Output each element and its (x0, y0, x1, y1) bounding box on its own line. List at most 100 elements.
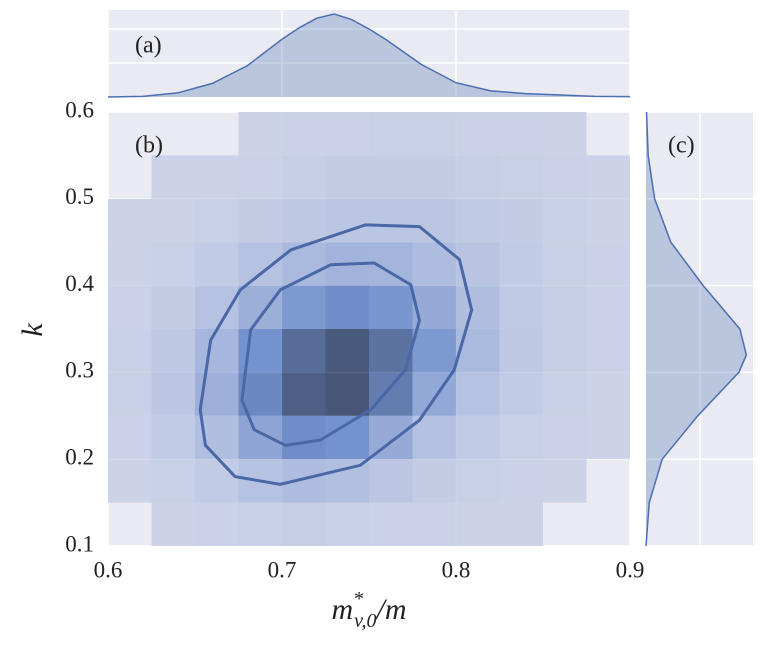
y-tick-label: 0.5 (65, 184, 94, 209)
heatmap-cell (325, 155, 369, 199)
heatmap-cell (543, 415, 587, 460)
heatmap-cell (369, 112, 413, 156)
kde-line (107, 13, 631, 98)
kde-line (645, 111, 748, 547)
heatmap-cell (282, 198, 326, 243)
heatmap-cell (195, 329, 239, 373)
heatmap-cell (412, 415, 456, 460)
heatmap-cell (412, 502, 456, 546)
heatmap-cell (412, 329, 456, 373)
x-label-part: m (331, 593, 353, 626)
heatmap-cell (151, 285, 195, 329)
heatmap-cell (456, 415, 500, 460)
heatmap-cell (412, 112, 456, 156)
heatmap-cell (412, 459, 456, 503)
heatmap-cell (369, 459, 413, 503)
heatmap-cell (499, 415, 543, 460)
y-tick-label: 0.1 (65, 531, 94, 556)
heatmap-cell (586, 242, 630, 286)
heatmap-cell (238, 502, 282, 546)
heatmap-cell (456, 459, 500, 503)
heatmap-cell (456, 329, 500, 373)
heatmap-cell (282, 372, 326, 416)
heatmap-cell (586, 198, 630, 243)
heatmap-cell (151, 242, 195, 286)
heatmap-cell (195, 285, 239, 329)
heatmap-cell (151, 459, 195, 503)
heatmap-cell (586, 329, 630, 373)
heatmap-cell (412, 242, 456, 286)
heatmap-cell (238, 285, 282, 329)
heatmap-cell (456, 502, 500, 546)
heatmap-cell (543, 372, 587, 416)
heatmap-cell (543, 242, 587, 286)
heatmap-cell (238, 155, 282, 199)
heatmap-cell (108, 459, 152, 503)
heatmap-cell (369, 155, 413, 199)
heatmap-cell (543, 155, 587, 199)
x-label-part: /m (375, 593, 407, 626)
heatmap-cell (499, 155, 543, 199)
heatmap-cell (586, 415, 630, 460)
heatmap-cell (238, 415, 282, 460)
heatmap-cell (282, 112, 326, 156)
top-panel-bg (108, 10, 630, 97)
heatmap-cell (325, 285, 369, 329)
heatmap-cell (108, 285, 152, 329)
heatmap-cell (151, 155, 195, 199)
heatmap-cell (499, 112, 543, 156)
kde-area (108, 14, 630, 97)
heatmap-cell (412, 155, 456, 199)
x-tick-label: 0.8 (442, 557, 471, 582)
x-tick-label: 0.6 (94, 557, 123, 582)
heatmap-cell (151, 372, 195, 416)
heatmap-cell (282, 415, 326, 460)
heatmap-cell (282, 502, 326, 546)
heatmap-cell (499, 198, 543, 243)
heatmap-cell (456, 112, 500, 156)
y-tick-label: 0.6 (65, 97, 94, 122)
heatmap-cell (369, 198, 413, 243)
heatmap-cell (195, 155, 239, 199)
heatmap-cell (108, 242, 152, 286)
heatmap-cell (586, 155, 630, 199)
heatmap-cell (151, 198, 195, 243)
heatmap-cell (543, 329, 587, 373)
heatmap-cell (151, 502, 195, 546)
heatmap-cell (456, 155, 500, 199)
heatmap-cell (456, 242, 500, 286)
heatmap-cell (151, 415, 195, 460)
heatmap-cell (499, 285, 543, 329)
heatmap-cell (369, 285, 413, 329)
heatmap-cell (499, 459, 543, 503)
heatmap-cell (586, 372, 630, 416)
y-tick-label: 0.3 (65, 358, 94, 383)
heatmap-cell (238, 112, 282, 156)
heatmap-cell (543, 459, 587, 503)
heatmap-cell (282, 285, 326, 329)
x-axis-label: m* v,0/m (331, 588, 406, 632)
heatmap-cell (499, 372, 543, 416)
heatmap-cell (543, 198, 587, 243)
heatmap-cell (195, 198, 239, 243)
plot-layer: 0.6 0.7 0.8 0.9 0.1 0.2 0.3 0.4 0.5 0.6 (65, 10, 755, 582)
x-tick-label: 0.7 (268, 557, 297, 582)
heatmap-cell (456, 198, 500, 243)
y-axis-label: k (16, 323, 49, 337)
heatmap-cell (543, 285, 587, 329)
x-label-part: v,0 (354, 610, 376, 632)
contour-line (240, 261, 422, 447)
heatmap-cell (108, 415, 152, 460)
heatmap-cell (412, 198, 456, 243)
heatmap-cell (499, 242, 543, 286)
heatmap-cell (108, 198, 152, 243)
heatmap-cell (195, 502, 239, 546)
x-tick-label: 0.9 (616, 557, 645, 582)
heatmap-cell (325, 329, 369, 373)
heatmap-cell (108, 372, 152, 416)
kde-area (646, 112, 747, 546)
panel-label: (a) (135, 33, 162, 59)
y-tick-label: 0.2 (65, 444, 94, 469)
heatmap-cell (586, 285, 630, 329)
